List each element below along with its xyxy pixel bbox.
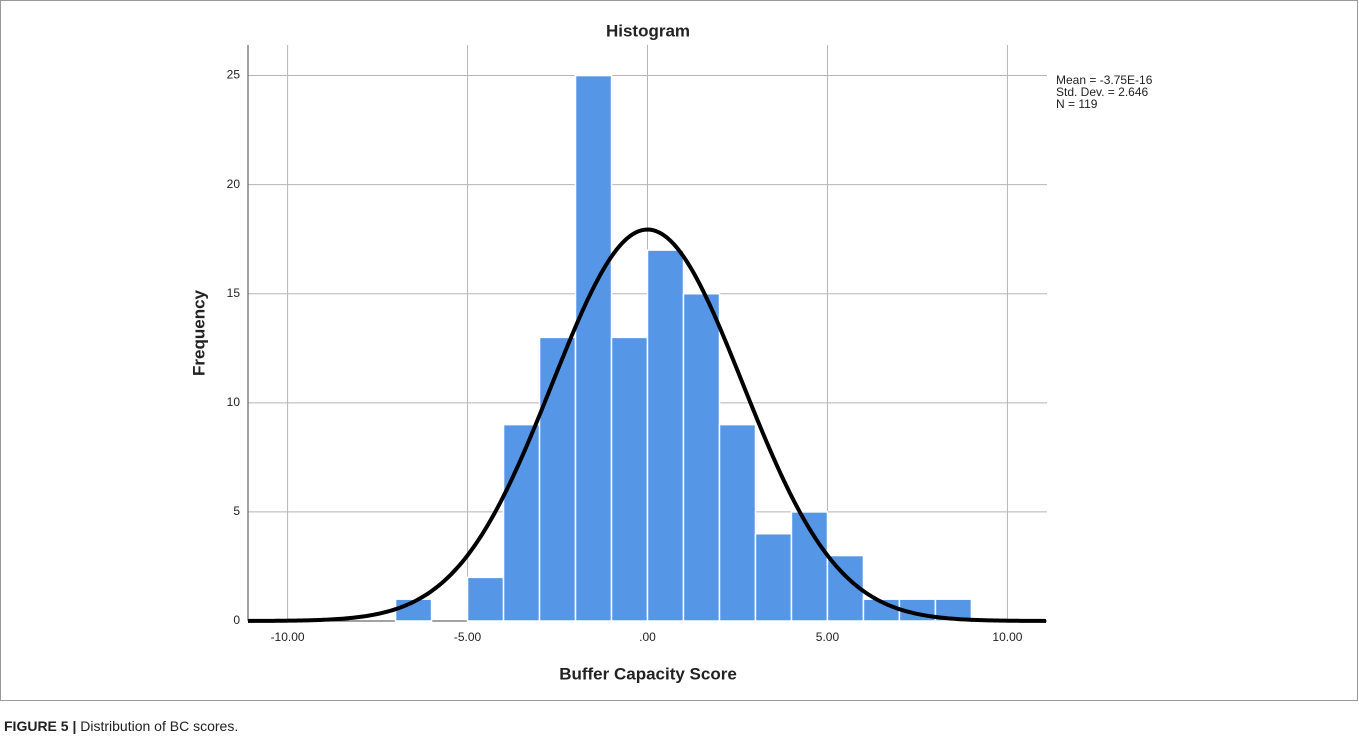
bar: [502, 423, 541, 622]
figure-frame: [0, 0, 1358, 701]
bar: [574, 74, 613, 622]
annotation: Std. Dev. = 2.646: [1056, 85, 1148, 99]
bar: [610, 336, 649, 622]
y-tick-label: 25: [227, 68, 241, 82]
caption-label: FIGURE 5 |: [4, 718, 76, 734]
y-axis-label: Frequency: [189, 289, 208, 376]
annotation: Mean = -3.75E-16: [1056, 73, 1153, 87]
chart-title: Histogram: [606, 21, 690, 40]
x-axis-label: Buffer Capacity Score: [559, 664, 737, 683]
bar: [538, 336, 577, 622]
y-tick-label: 0: [233, 613, 240, 627]
bar: [754, 532, 793, 622]
x-tick-label: -5.00: [454, 630, 482, 644]
x-tick-label: 10.00: [992, 630, 1022, 644]
y-tick-label: 5: [233, 504, 240, 518]
x-tick-label: .00: [639, 630, 656, 644]
bar: [682, 292, 721, 622]
annotation: N = 119: [1056, 97, 1098, 111]
x-tick-label: 5.00: [816, 630, 840, 644]
y-tick-label: 10: [227, 395, 241, 409]
caption: FIGURE 5 | Distribution of BC scores.: [4, 718, 238, 734]
normal-curve: [247, 227, 1047, 623]
bar: [934, 598, 973, 622]
bar: [718, 423, 757, 622]
bar: [646, 249, 685, 622]
y-tick-label: 15: [227, 286, 241, 300]
y-tick-label: 20: [227, 177, 241, 191]
x-tick-label: -10.00: [271, 630, 305, 644]
bar: [466, 576, 505, 622]
caption-text: Distribution of BC scores.: [80, 718, 238, 734]
